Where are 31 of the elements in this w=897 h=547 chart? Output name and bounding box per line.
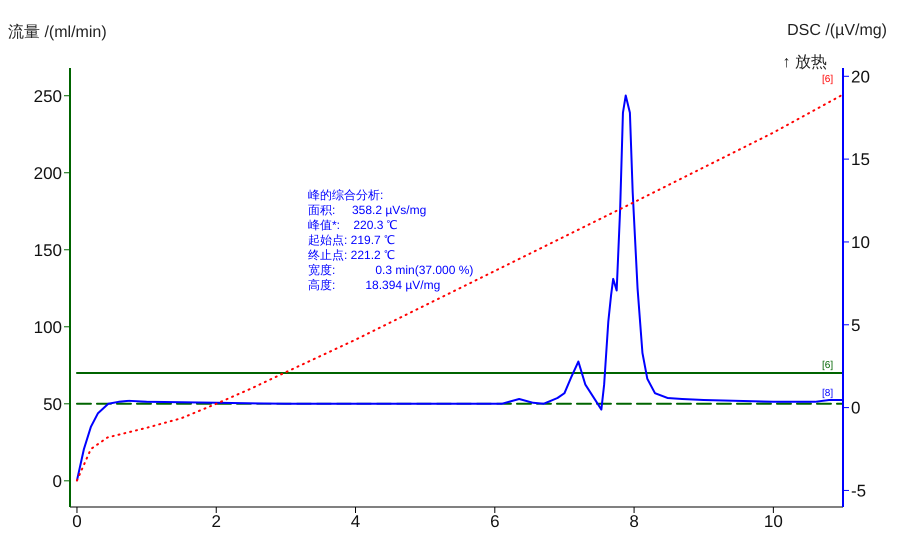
annotation: 面积: 358.2 µVs/mg [308, 203, 428, 218]
y-tick-label: 0 [52, 472, 62, 491]
x-tick-label: 0 [72, 512, 82, 532]
x-tick-label: 6 [490, 512, 500, 532]
annotation: [6] [822, 74, 834, 86]
y2-tick-label: 5 [851, 316, 860, 335]
annotation: 起始点: 219.7 ℃ [308, 233, 396, 248]
annotation: 高度: 18.394 µV/mg [308, 278, 442, 293]
y2-axis-title: DSC /(µV/mg) [787, 22, 887, 40]
x-tick-label: 8 [629, 512, 639, 532]
x-tick-label: 2 [212, 512, 221, 532]
annotation: ↑ 放热 [782, 53, 827, 73]
y-tick-label: 150 [34, 240, 62, 260]
y-tick-label: 250 [34, 86, 62, 106]
y2-tick-label: 0 [851, 398, 860, 418]
x-tick-label: 4 [350, 512, 360, 532]
y-tick-label: 200 [34, 164, 62, 183]
y2-tick-label: -5 [851, 481, 866, 500]
annotation: 峰的综合分析: [308, 188, 384, 203]
x-tick-label: 10 [764, 512, 783, 532]
y-axis-title: 流量 /(ml/min) [8, 22, 107, 43]
annotation: 峰值*: 220.3 ℃ [308, 218, 399, 233]
y2-tick-label: 10 [851, 232, 870, 252]
annotation: [6] [822, 360, 834, 372]
y2-tick-label: 15 [851, 150, 870, 170]
annotation: 宽度: 0.3 min(37.000 %) [308, 263, 474, 278]
annotation: [8] [822, 388, 834, 400]
y2-tick-label: 20 [851, 67, 870, 86]
y-tick-label: 50 [43, 394, 62, 414]
y-tick-label: 100 [34, 318, 62, 337]
annotation: 终止点: 221.2 ℃ [308, 248, 396, 263]
